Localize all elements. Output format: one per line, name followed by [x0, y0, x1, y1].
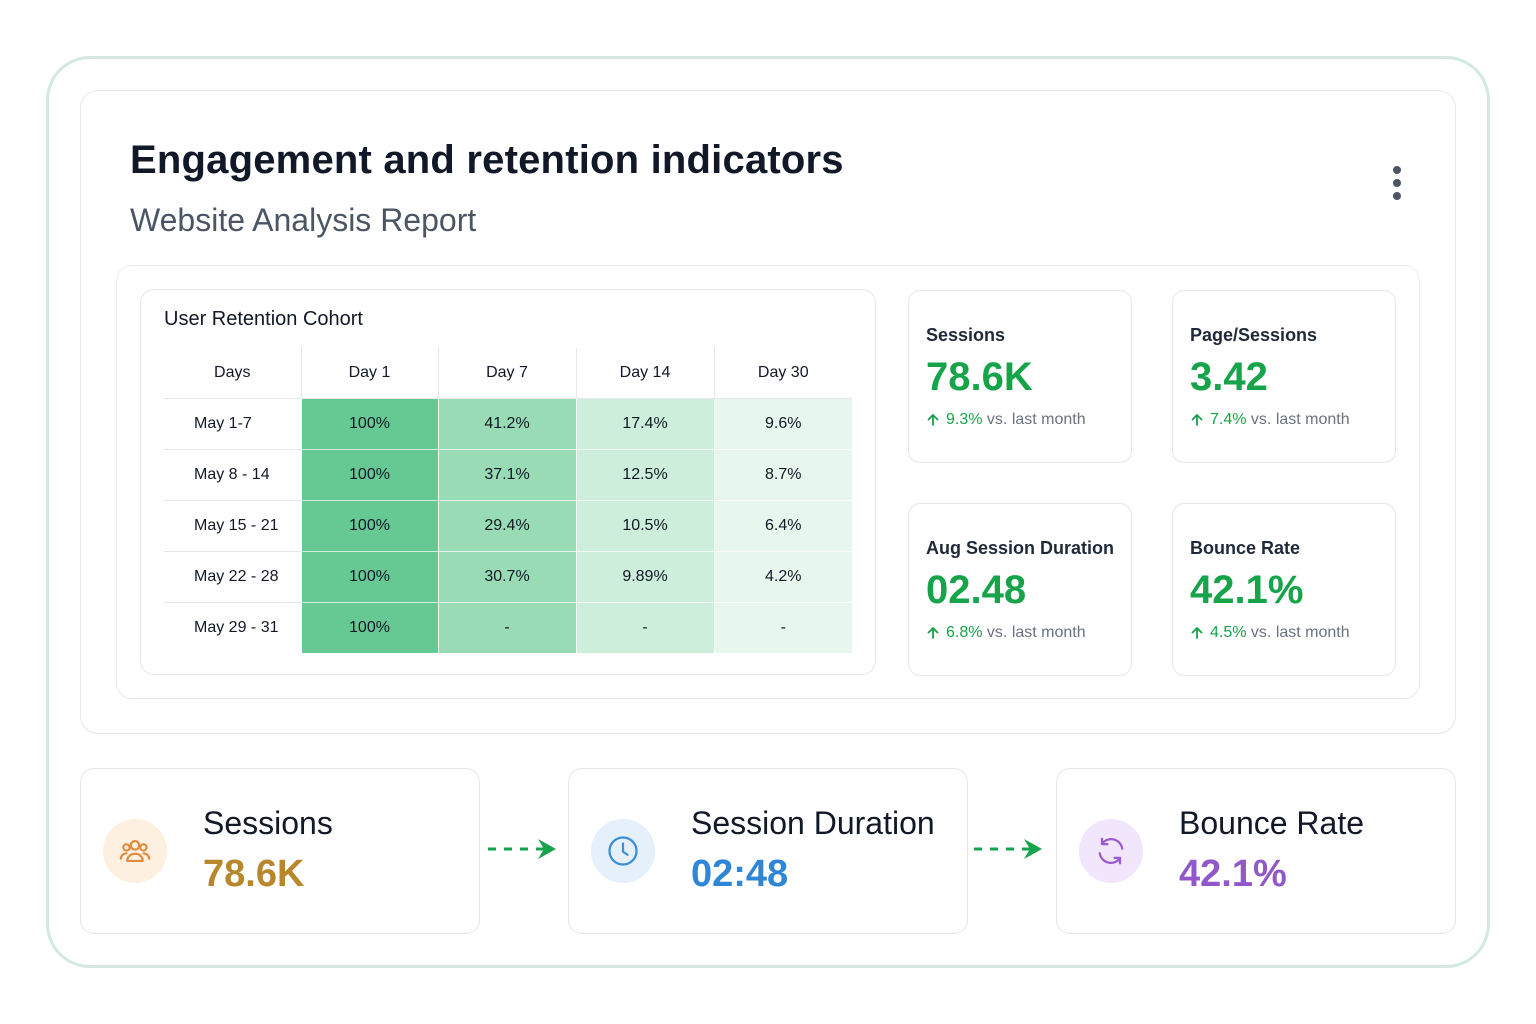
- retention-cohort-table: Days Day 1 Day 7 Day 14 Day 30 May 1-7 1…: [164, 348, 852, 653]
- heat-cell: -: [437, 601, 576, 653]
- kebab-dot: [1393, 166, 1401, 174]
- flow-card-session-duration: Session Duration 02:48: [568, 768, 968, 934]
- users-icon: [103, 819, 167, 883]
- cohort-title: User Retention Cohort: [164, 308, 363, 330]
- metric-card-session-duration: Aug Session Duration 02.48 6.8% vs. last…: [908, 503, 1132, 676]
- heat-cell: 100%: [300, 550, 438, 602]
- heat-cell: 30.7%: [437, 550, 576, 602]
- metric-label: Page/Sessions: [1190, 325, 1318, 345]
- column-header: Day 1: [300, 348, 438, 398]
- flow-value: 02:48: [691, 853, 789, 895]
- heat-cell: 4.2%: [713, 550, 852, 602]
- delta-percent: 4.5%: [1210, 624, 1247, 641]
- metric-value: 42.1%: [1190, 568, 1304, 612]
- metric-delta: 4.5% vs. last month: [1190, 624, 1350, 642]
- column-header: Day 30: [713, 348, 852, 398]
- metric-value: 3.42: [1190, 355, 1268, 399]
- heat-cell: 100%: [300, 499, 438, 551]
- column-header: Days: [214, 363, 251, 381]
- refresh-icon: [1079, 819, 1143, 883]
- row-label: May 1-7: [164, 397, 301, 449]
- arrow-up-icon: [926, 626, 940, 640]
- heat-cell: 17.4%: [575, 397, 714, 449]
- heat-cell: 100%: [300, 601, 438, 653]
- heat-cell: -: [713, 601, 852, 653]
- row-label: May 15 - 21: [164, 499, 301, 551]
- page-title: Engagement and retention indicators: [130, 138, 844, 182]
- kebab-dot: [1393, 192, 1401, 200]
- row-label: May 29 - 31: [164, 601, 301, 653]
- delta-percent: 9.3%: [946, 411, 983, 428]
- table-row: May 1-7 100% 41.2% 17.4% 9.6%: [164, 397, 852, 449]
- metric-label: Aug Session Duration: [926, 538, 1115, 558]
- delta-text: vs. last month: [1250, 411, 1350, 428]
- heat-cell: 9.89%: [575, 550, 714, 602]
- table-row: May 22 - 28 100% 30.7% 9.89% 4.2%: [164, 550, 852, 602]
- delta-text: vs. last month: [1250, 624, 1350, 641]
- delta-percent: 6.8%: [946, 624, 983, 641]
- heat-cell: 41.2%: [437, 397, 576, 449]
- flow-value: 78.6K: [203, 853, 305, 895]
- metric-card-page-sessions: Page/Sessions 3.42 7.4% vs. last month: [1172, 290, 1396, 463]
- flow-label: Sessions: [203, 805, 333, 841]
- flow-label: Session Duration: [691, 805, 935, 841]
- metric-label: Bounce Rate: [1190, 538, 1301, 558]
- dashed-arrow-icon: [974, 839, 1042, 859]
- column-header: Day 14: [575, 348, 714, 398]
- delta-text: vs. last month: [986, 624, 1086, 641]
- flow-label: Bounce Rate: [1179, 805, 1365, 841]
- arrow-up-icon: [1190, 413, 1204, 427]
- flow-value: 42.1%: [1179, 853, 1287, 895]
- heat-cell: 8.7%: [713, 448, 852, 500]
- more-vertical-icon[interactable]: [1380, 160, 1414, 206]
- heat-cell: 29.4%: [437, 499, 576, 551]
- heat-cell: 9.6%: [713, 397, 852, 449]
- arrow-up-icon: [926, 413, 940, 427]
- column-header: Day 7: [437, 348, 576, 398]
- heat-cell: 37.1%: [437, 448, 576, 500]
- heat-cell: 12.5%: [575, 448, 714, 500]
- clock-icon: [591, 819, 655, 883]
- metric-delta: 6.8% vs. last month: [926, 624, 1086, 642]
- table-header-row: Days Day 1 Day 7 Day 14 Day 30: [164, 348, 852, 398]
- metric-value: 02.48: [926, 568, 1027, 612]
- metric-delta: 7.4% vs. last month: [1190, 411, 1350, 429]
- heat-cell: -: [575, 601, 714, 653]
- heat-cell: 6.4%: [713, 499, 852, 551]
- row-label: May 22 - 28: [164, 550, 301, 602]
- delta-text: vs. last month: [986, 411, 1086, 428]
- metric-card-bounce-rate: Bounce Rate 42.1% 4.5% vs. last month: [1172, 503, 1396, 676]
- metric-value: 78.6K: [926, 355, 1033, 399]
- table-row: May 29 - 31 100% - - -: [164, 601, 852, 653]
- flow-card-sessions: Sessions 78.6K: [80, 768, 480, 934]
- dashed-arrow-icon: [488, 839, 556, 859]
- flow-card-bounce-rate: Bounce Rate 42.1%: [1056, 768, 1456, 934]
- page-subtitle: Website Analysis Report: [130, 202, 477, 238]
- table-row: May 8 - 14 100% 37.1% 12.5% 8.7%: [164, 448, 852, 500]
- heat-cell: 100%: [300, 397, 438, 449]
- kebab-dot: [1393, 179, 1401, 187]
- heat-cell: 10.5%: [575, 499, 714, 551]
- metric-label: Sessions: [926, 325, 1006, 345]
- metric-delta: 9.3% vs. last month: [926, 411, 1086, 429]
- row-label: May 8 - 14: [164, 448, 301, 500]
- table-row: May 15 - 21 100% 29.4% 10.5% 6.4%: [164, 499, 852, 551]
- metric-card-sessions: Sessions 78.6K 9.3% vs. last month: [908, 290, 1132, 463]
- arrow-up-icon: [1190, 626, 1204, 640]
- delta-percent: 7.4%: [1210, 411, 1247, 428]
- heat-cell: 100%: [300, 448, 438, 500]
